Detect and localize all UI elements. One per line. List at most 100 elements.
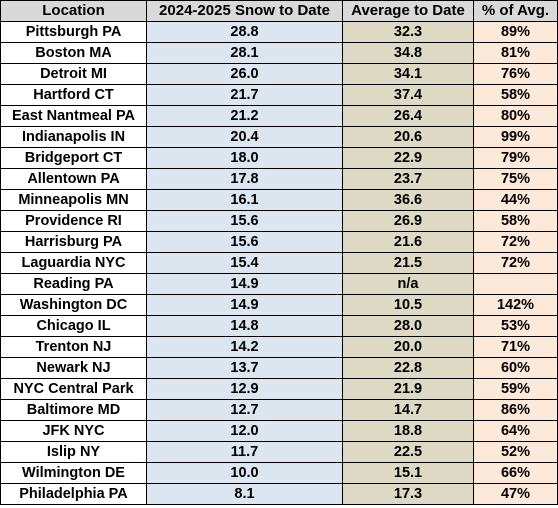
average-to-date-cell: n/a — [342, 273, 474, 295]
snow-to-date-cell: 8.1 — [146, 483, 343, 505]
table-row: Reading PA 14.9 n/a — [0, 273, 558, 295]
average-to-date-cell: 20.6 — [342, 126, 474, 148]
table-row: Harrisburg PA 15.6 21.6 72% — [0, 231, 558, 253]
percent-of-average-cell: 58% — [473, 210, 558, 232]
location-cell: East Nantmeal PA — [0, 105, 147, 127]
snow-to-date-cell: 13.7 — [146, 357, 343, 379]
snow-to-date-cell: 18.0 — [146, 147, 343, 169]
table-row: Bridgeport CT 18.0 22.9 79% — [0, 147, 558, 169]
average-to-date-cell: 34.8 — [342, 42, 474, 64]
header-snow-to-date: 2024-2025 Snow to Date — [146, 0, 343, 22]
average-to-date-cell: 23.7 — [342, 168, 474, 190]
location-cell: Chicago IL — [0, 315, 147, 337]
percent-of-average-cell: 72% — [473, 231, 558, 253]
location-cell: Philadelphia PA — [0, 483, 147, 505]
average-to-date-cell: 28.0 — [342, 315, 474, 337]
snow-to-date-cell: 16.1 — [146, 189, 343, 211]
percent-of-average-cell: 47% — [473, 483, 558, 505]
location-cell: Laguardia NYC — [0, 252, 147, 274]
table-row: Trenton NJ 14.2 20.0 71% — [0, 336, 558, 358]
table-row: Boston MA 28.1 34.8 81% — [0, 42, 558, 64]
average-to-date-cell: 37.4 — [342, 84, 474, 106]
average-to-date-cell: 10.5 — [342, 294, 474, 316]
location-cell: NYC Central Park — [0, 378, 147, 400]
table-row: Minneapolis MN 16.1 36.6 44% — [0, 189, 558, 211]
table-row: Baltimore MD 12.7 14.7 86% — [0, 399, 558, 421]
percent-of-average-cell: 81% — [473, 42, 558, 64]
average-to-date-cell: 32.3 — [342, 21, 474, 43]
percent-of-average-cell: 60% — [473, 357, 558, 379]
location-cell: Allentown PA — [0, 168, 147, 190]
snow-to-date-cell: 12.0 — [146, 420, 343, 442]
average-to-date-cell: 26.9 — [342, 210, 474, 232]
snow-to-date-cell: 21.7 — [146, 84, 343, 106]
table-row: Wilmington DE 10.0 15.1 66% — [0, 462, 558, 484]
snow-to-date-cell: 14.9 — [146, 294, 343, 316]
percent-of-average-cell: 59% — [473, 378, 558, 400]
snow-to-date-cell: 12.7 — [146, 399, 343, 421]
location-cell: Pittsburgh PA — [0, 21, 147, 43]
table-row: Chicago IL 14.8 28.0 53% — [0, 315, 558, 337]
average-to-date-cell: 21.5 — [342, 252, 474, 274]
location-cell: Providence RI — [0, 210, 147, 232]
percent-of-average-cell: 99% — [473, 126, 558, 148]
snow-to-date-cell: 20.4 — [146, 126, 343, 148]
location-cell: Trenton NJ — [0, 336, 147, 358]
average-to-date-cell: 21.6 — [342, 231, 474, 253]
snow-to-date-cell: 28.1 — [146, 42, 343, 64]
average-to-date-cell: 20.0 — [342, 336, 474, 358]
location-cell: Reading PA — [0, 273, 147, 295]
table-row: JFK NYC 12.0 18.8 64% — [0, 420, 558, 442]
table-row: Indianapolis IN 20.4 20.6 99% — [0, 126, 558, 148]
average-to-date-cell: 14.7 — [342, 399, 474, 421]
location-cell: Baltimore MD — [0, 399, 147, 421]
table-row: NYC Central Park 12.9 21.9 59% — [0, 378, 558, 400]
snow-to-date-cell: 14.2 — [146, 336, 343, 358]
percent-of-average-cell: 53% — [473, 315, 558, 337]
location-cell: Newark NJ — [0, 357, 147, 379]
average-to-date-cell: 22.8 — [342, 357, 474, 379]
table-row: Detroit MI 26.0 34.1 76% — [0, 63, 558, 85]
percent-of-average-cell: 64% — [473, 420, 558, 442]
average-to-date-cell: 34.1 — [342, 63, 474, 85]
header-row: Location 2024-2025 Snow to Date Average … — [0, 0, 558, 22]
snow-to-date-cell: 12.9 — [146, 378, 343, 400]
snow-to-date-cell: 15.4 — [146, 252, 343, 274]
table-row: Newark NJ 13.7 22.8 60% — [0, 357, 558, 379]
table-row: Pittsburgh PA 28.8 32.3 89% — [0, 21, 558, 43]
location-cell: Bridgeport CT — [0, 147, 147, 169]
location-cell: Detroit MI — [0, 63, 147, 85]
percent-of-average-cell: 75% — [473, 168, 558, 190]
header-percent-of-average: % of Avg. — [473, 0, 558, 22]
percent-of-average-cell: 52% — [473, 441, 558, 463]
average-to-date-cell: 21.9 — [342, 378, 474, 400]
percent-of-average-cell: 44% — [473, 189, 558, 211]
header-location: Location — [0, 0, 147, 22]
snow-to-date-cell: 14.9 — [146, 273, 343, 295]
average-to-date-cell: 36.6 — [342, 189, 474, 211]
average-to-date-cell: 15.1 — [342, 462, 474, 484]
snow-to-date-cell: 28.8 — [146, 21, 343, 43]
percent-of-average-cell: 142% — [473, 294, 558, 316]
average-to-date-cell: 22.9 — [342, 147, 474, 169]
table-row: Philadelphia PA 8.1 17.3 47% — [0, 483, 558, 505]
percent-of-average-cell: 79% — [473, 147, 558, 169]
table-row: Hartford CT 21.7 37.4 58% — [0, 84, 558, 106]
snow-to-date-cell: 21.2 — [146, 105, 343, 127]
location-cell: Indianapolis IN — [0, 126, 147, 148]
table-row: Laguardia NYC 15.4 21.5 72% — [0, 252, 558, 274]
table-row: Washington DC 14.9 10.5 142% — [0, 294, 558, 316]
average-to-date-cell: 17.3 — [342, 483, 474, 505]
percent-of-average-cell: 86% — [473, 399, 558, 421]
average-to-date-cell: 22.5 — [342, 441, 474, 463]
percent-of-average-cell: 71% — [473, 336, 558, 358]
percent-of-average-cell: 58% — [473, 84, 558, 106]
table-row: Providence RI 15.6 26.9 58% — [0, 210, 558, 232]
snow-to-date-cell: 11.7 — [146, 441, 343, 463]
percent-of-average-cell: 89% — [473, 21, 558, 43]
snow-to-date-cell: 26.0 — [146, 63, 343, 85]
table-row: Allentown PA 17.8 23.7 75% — [0, 168, 558, 190]
location-cell: Wilmington DE — [0, 462, 147, 484]
percent-of-average-cell: 72% — [473, 252, 558, 274]
